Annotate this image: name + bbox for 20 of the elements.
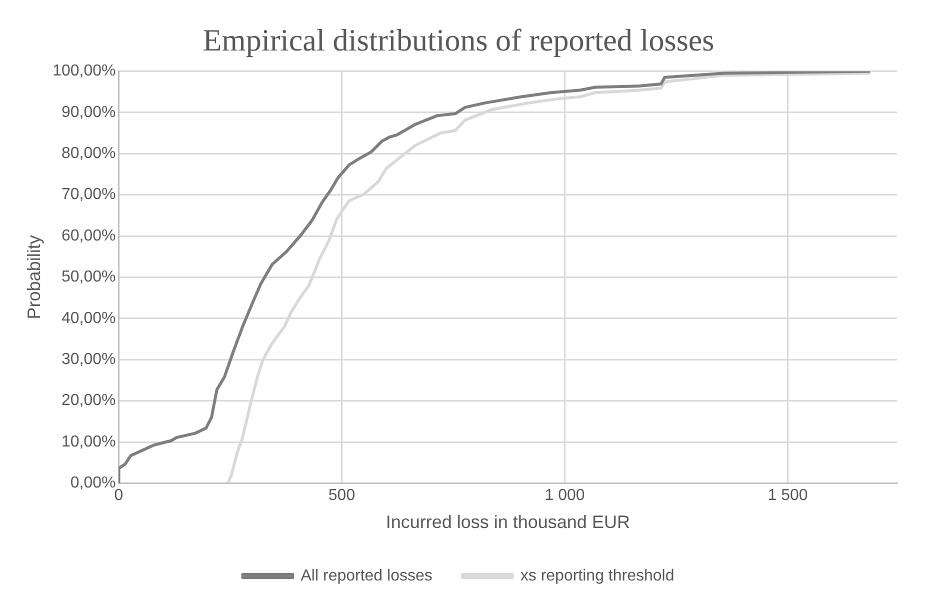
y-tick-label: 10,00% [62, 433, 116, 450]
y-tick-label: 50,00% [62, 268, 116, 286]
x-tick-label: 0 [114, 487, 124, 504]
y-tick-label: 60,00% [62, 227, 116, 244]
y-tick-label: 0,00% [70, 474, 116, 492]
y-axis-title: Probability [24, 235, 44, 320]
y-tick-label: 20,00% [62, 392, 116, 410]
x-tick-label: 1 500 [768, 487, 808, 504]
y-tick-label: 100,00% [52, 62, 116, 80]
y-tick-label: 80,00% [62, 145, 116, 162]
y-tick-label: 30,00% [62, 351, 116, 368]
y-tick-label: 90,00% [62, 104, 116, 121]
x-tick-label: 1 000 [544, 487, 585, 504]
x-tick-label: 500 [328, 487, 356, 504]
legend-label: xs reporting threshold [520, 567, 674, 584]
y-tick-label: 70,00% [62, 186, 116, 204]
legend-label: All reported losses [300, 567, 432, 584]
y-tick-label: 40,00% [62, 310, 116, 327]
chart-title: Empirical distributions of reported losses [202, 22, 714, 58]
x-axis-title: Incurred loss in thousand EUR [386, 512, 630, 532]
